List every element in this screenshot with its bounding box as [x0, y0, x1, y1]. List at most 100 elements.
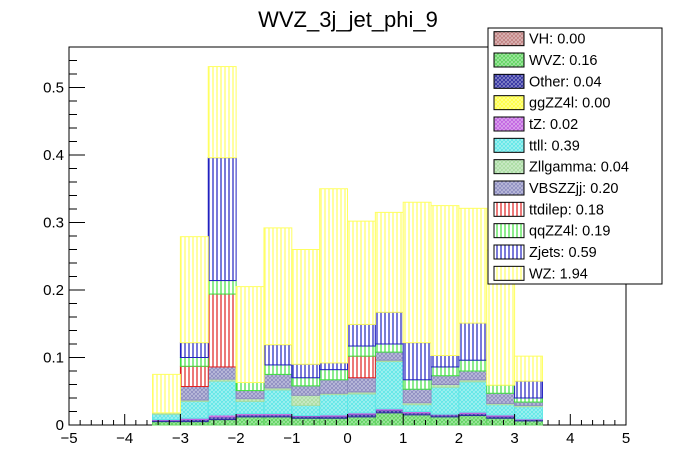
bar-ttll-bin-10: [430, 386, 460, 415]
bar-wz-bin-11: [458, 207, 488, 324]
bar-qqzz4l-bin-10: [430, 366, 460, 377]
y-tick-label: 0.3: [43, 215, 64, 232]
bar-ttll-bin-0: [152, 413, 181, 421]
legend-swatch-vbszzjj: [493, 180, 525, 196]
bar-qqzz4l-bin-13: [514, 397, 543, 403]
bar-zjets-bin-5: [291, 363, 321, 379]
bar-ttll-bin-6: [319, 394, 348, 416]
bar-ttll-bin-13: [514, 406, 543, 420]
bar-qqzz4l-bin-1: [179, 357, 209, 367]
legend-entry-zllgamma: Zllgamma: 0.04: [529, 160, 629, 176]
bar-vbszzjj-bin-2: [207, 366, 237, 380]
x-tick-label: −3: [172, 430, 189, 447]
x-tick-label: 2: [455, 430, 463, 447]
bar-zllgamma-bin-5: [291, 394, 321, 406]
x-tick-label: 0: [343, 430, 351, 447]
bar-wz-bin-13: [514, 355, 543, 382]
legend-swatch-wz: [493, 265, 525, 281]
legend-entry-ggzz4l: ggZZ4l: 0.00: [529, 96, 610, 112]
bar-wz-bin-10: [430, 205, 460, 356]
bar-vbszzjj-bin-4: [263, 373, 293, 389]
bar-vbszzjj-bin-7: [347, 377, 376, 393]
legend-entry-zjets: Zjets: 0.59: [529, 245, 597, 261]
bar-vbszzjj-bin-9: [402, 388, 432, 404]
bar-ttll-bin-9: [402, 404, 432, 412]
bar-wvz-bin-10: [430, 416, 460, 426]
y-tick-label: 0: [56, 417, 64, 434]
legend-entry-wvz: WVZ: 0.16: [529, 53, 598, 69]
legend-swatch-qqzz4l: [493, 223, 525, 239]
legend: VH: 0.00 WVZ: 0.16 Other: 0.04 ggZZ4l: 0.00…: [487, 27, 663, 285]
legend-swatch-ttdilep: [493, 201, 525, 217]
bar-zjets-bin-10: [430, 354, 460, 368]
bar-ttdilep-bin-7: [347, 355, 376, 379]
legend-entry-ttdilep: ttdilep: 0.18: [529, 202, 604, 218]
bar-vbszzjj-bin-12: [486, 392, 516, 404]
bar-qqzz4l-bin-4: [263, 364, 293, 375]
bar-vbszzjj-bin-1: [179, 386, 209, 401]
legend-entry-vh: VH: 0.00: [529, 32, 585, 48]
x-tick-label: −2: [228, 430, 245, 447]
bar-zjets-bin-4: [263, 344, 293, 366]
x-tick-label: −5: [60, 430, 77, 447]
legend-entry-qqzz4l: qqZZ4l: 0.19: [529, 224, 610, 240]
legend-box: [487, 27, 663, 285]
legend-entry-vbszzjj: VBSZZjj: 0.20: [529, 181, 618, 197]
bar-wvz-bin-9: [402, 414, 432, 426]
bar-wvz-bin-11: [458, 415, 488, 426]
legend-swatch-tz: [493, 116, 525, 132]
bar-wvz-bin-0: [152, 421, 181, 426]
bar-wvz-bin-5: [291, 417, 321, 426]
bar-qqzz4l-bin-9: [402, 379, 432, 390]
stacked-bars: [152, 66, 543, 426]
bar-qqzz4l-bin-5: [291, 377, 321, 387]
bar-wz-bin-1: [179, 236, 209, 344]
legend-swatch-other: [493, 73, 525, 89]
bar-ttll-bin-8: [374, 361, 404, 410]
bar-ttll-bin-7: [347, 393, 376, 414]
bar-wvz-bin-12: [486, 417, 516, 426]
bar-ttdilep-bin-1: [179, 365, 209, 388]
bar-vbszzjj-bin-13: [514, 401, 543, 406]
x-tick-label: −1: [283, 430, 300, 447]
legend-swatch-vh: [493, 31, 525, 47]
bar-vbszzjj-bin-10: [430, 375, 460, 386]
bar-zjets-bin-9: [402, 342, 432, 381]
bar-wvz-bin-7: [347, 416, 376, 426]
chart-title: WVZ_3j_jet_phi_9: [258, 7, 438, 32]
x-tick-label: 1: [399, 430, 407, 447]
bar-ttll-bin-3: [235, 400, 265, 415]
bar-qqzz4l-bin-7: [347, 345, 376, 357]
bar-ttll-bin-4: [263, 389, 293, 415]
legend-swatch-zjets: [493, 244, 525, 260]
bar-wz-bin-4: [263, 227, 293, 346]
bar-ttll-bin-2: [207, 380, 237, 416]
bar-qqzz4l-bin-8: [374, 343, 404, 353]
bar-qqzz4l-bin-6: [319, 369, 348, 381]
bar-zjets-bin-11: [458, 322, 488, 361]
y-tick-label: 0.4: [43, 147, 64, 164]
bar-ttdilep-bin-2: [207, 293, 237, 368]
bar-wz-bin-0: [152, 373, 181, 414]
bar-vbszzjj-bin-8: [374, 351, 404, 361]
bar-qqzz4l-bin-12: [486, 384, 516, 394]
x-tick-label: 4: [566, 430, 574, 447]
bar-wz-bin-8: [374, 211, 404, 313]
bar-wz-bin-6: [319, 188, 348, 364]
y-tick-label: 0.1: [43, 350, 64, 367]
bar-ttll-bin-11: [458, 381, 488, 413]
x-tick-label: −4: [116, 430, 133, 447]
legend-entry-tz: tZ: 0.02: [529, 117, 578, 133]
y-tick-label: 0.2: [43, 282, 64, 299]
bar-wvz-bin-6: [319, 417, 348, 426]
y-tick-label: 0.5: [43, 80, 64, 97]
legend-swatch-ttll: [493, 137, 525, 153]
bar-ttll-bin-12: [486, 404, 516, 416]
legend-swatch-wvz: [493, 52, 525, 68]
bar-zjets-bin-1: [179, 342, 209, 358]
bar-qqzz4l-bin-11: [458, 359, 488, 372]
bar-zjets-bin-13: [514, 380, 543, 399]
bar-wvz-bin-2: [207, 419, 237, 426]
legend-swatch-zllgamma: [493, 159, 525, 175]
bar-zjets-bin-8: [374, 311, 404, 345]
